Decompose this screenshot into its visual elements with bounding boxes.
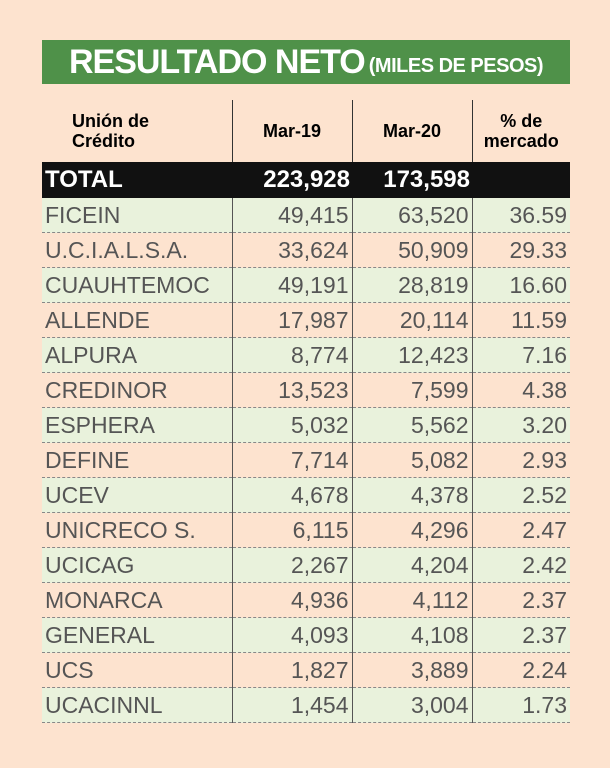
row-share: 16.60 [471, 267, 570, 303]
table-row: MONARCA 4,936 4,112 2.37 [42, 582, 570, 618]
total-mar20: 173,598 [352, 162, 472, 198]
row-mar20: 12,423 [351, 337, 472, 373]
row-share: 2.37 [471, 582, 570, 618]
row-mar19: 7,714 [231, 442, 352, 478]
title: RESULTADO NETO [68, 42, 366, 81]
row-name: ALPURA [42, 337, 232, 373]
row-mar19: 8,774 [231, 337, 352, 373]
table-row: UNICRECO S. 6,115 4,296 2.47 [42, 512, 570, 548]
row-name: UCICAG [42, 547, 232, 583]
header-union-line1: Unión de [72, 111, 149, 131]
row-mar19: 17,987 [231, 302, 352, 338]
row-mar19: 1,454 [231, 687, 352, 723]
row-name: DEFINE [42, 442, 232, 478]
total-row: TOTAL 223,928 173,598 [42, 162, 570, 198]
header-share-line1: % de [500, 111, 543, 131]
row-share: 4.38 [471, 372, 570, 408]
row-name: ESPHERA [42, 407, 232, 443]
table-row: ESPHERA 5,032 5,562 3.20 [42, 407, 570, 443]
row-mar19: 49,415 [231, 198, 352, 233]
row-mar20: 50,909 [351, 232, 472, 268]
row-name: ALLENDE [42, 302, 232, 338]
row-mar19: 4,936 [231, 582, 352, 618]
row-name: UCS [42, 652, 232, 688]
row-share: 2.37 [471, 617, 570, 653]
row-mar20: 63,520 [351, 198, 472, 233]
row-share: 7.16 [471, 337, 570, 373]
table-row: UCACINNL 1,454 3,004 1.73 [42, 687, 570, 723]
row-name: CREDINOR [42, 372, 232, 408]
table-row: ALLENDE 17,987 20,114 11.59 [42, 302, 570, 338]
row-share: 3.20 [471, 407, 570, 443]
row-mar20: 3,004 [351, 687, 472, 723]
row-mar19: 33,624 [231, 232, 352, 268]
header-mar20: Mar-20 [351, 100, 472, 162]
total-mar19: 223,928 [232, 162, 352, 198]
table-row: CUAUHTEMOC 49,191 28,819 16.60 [42, 267, 570, 303]
row-share: 2.42 [471, 547, 570, 583]
table-row: CREDINOR 13,523 7,599 4.38 [42, 372, 570, 408]
row-name: UCACINNL [42, 687, 232, 723]
header-row: Unión de Crédito Mar-19 Mar-20 % de merc… [42, 100, 570, 162]
total-label: TOTAL [42, 162, 232, 198]
header-share: % de mercado [471, 100, 570, 162]
header-union: Unión de Crédito [42, 100, 232, 162]
title-banner: RESULTADO NETO (MILES DE PESOS) [42, 40, 570, 84]
row-mar19: 49,191 [231, 267, 352, 303]
row-name: CUAUHTEMOC [42, 267, 232, 303]
row-mar19: 4,093 [231, 617, 352, 653]
row-share: 1.73 [471, 687, 570, 723]
row-mar20: 4,378 [351, 477, 472, 513]
row-name: UCEV [42, 477, 232, 513]
header-mar19: Mar-19 [231, 100, 352, 162]
row-mar20: 20,114 [351, 302, 472, 338]
row-name: UNICRECO S. [42, 512, 232, 548]
row-mar19: 13,523 [231, 372, 352, 408]
row-share: 2.93 [471, 442, 570, 478]
table-row: UCS 1,827 3,889 2.24 [42, 652, 570, 688]
header-union-line2: Crédito [72, 131, 135, 151]
row-share: 11.59 [471, 302, 570, 338]
row-mar20: 28,819 [351, 267, 472, 303]
row-mar20: 5,562 [351, 407, 472, 443]
row-mar19: 5,032 [231, 407, 352, 443]
row-mar20: 4,112 [351, 582, 472, 618]
table-row: DEFINE 7,714 5,082 2.93 [42, 442, 570, 478]
row-mar19: 6,115 [231, 512, 352, 548]
row-name: U.C.I.A.L.S.A. [42, 232, 232, 268]
row-mar19: 1,827 [231, 652, 352, 688]
table-row: ALPURA 8,774 12,423 7.16 [42, 337, 570, 373]
header-share-line2: mercado [483, 131, 559, 151]
row-mar20: 4,296 [351, 512, 472, 548]
table-row: U.C.I.A.L.S.A. 33,624 50,909 29.33 [42, 232, 570, 268]
row-name: MONARCA [42, 582, 232, 618]
results-table: Unión de Crédito Mar-19 Mar-20 % de merc… [42, 100, 570, 723]
row-name: GENERAL [42, 617, 232, 653]
row-name: FICEIN [42, 198, 232, 233]
row-mar19: 4,678 [231, 477, 352, 513]
row-mar20: 3,889 [351, 652, 472, 688]
row-share: 2.47 [471, 512, 570, 548]
row-mar20: 4,108 [351, 617, 472, 653]
row-share: 2.24 [471, 652, 570, 688]
row-share: 2.52 [471, 477, 570, 513]
total-share [472, 162, 570, 198]
table-row: GENERAL 4,093 4,108 2.37 [42, 617, 570, 653]
row-mar20: 5,082 [351, 442, 472, 478]
row-share: 36.59 [471, 198, 570, 233]
table-row: UCICAG 2,267 4,204 2.42 [42, 547, 570, 583]
row-mar19: 2,267 [231, 547, 352, 583]
table-row: UCEV 4,678 4,378 2.52 [42, 477, 570, 513]
table-row: FICEIN 49,415 63,520 36.59 [42, 198, 570, 233]
row-mar20: 4,204 [351, 547, 472, 583]
row-share: 29.33 [471, 232, 570, 268]
row-mar20: 7,599 [351, 372, 472, 408]
subtitle: (MILES DE PESOS) [368, 54, 544, 77]
